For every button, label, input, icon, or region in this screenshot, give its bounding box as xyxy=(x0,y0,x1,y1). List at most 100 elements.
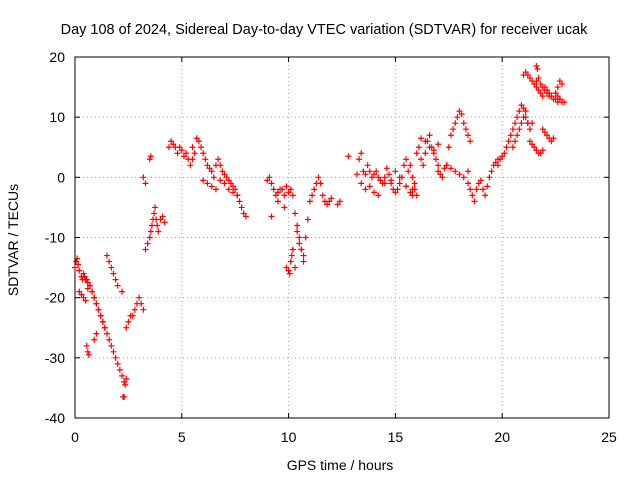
data-point xyxy=(155,228,162,235)
data-point xyxy=(206,165,213,172)
data-point xyxy=(353,171,360,178)
data-point xyxy=(147,153,154,160)
data-point xyxy=(539,147,546,154)
data-point xyxy=(281,204,288,211)
data-point xyxy=(559,81,566,88)
data-point xyxy=(364,162,371,169)
data-point xyxy=(234,192,241,199)
data-point xyxy=(112,354,119,361)
data-point xyxy=(465,132,472,139)
data-point xyxy=(426,144,433,151)
data-point xyxy=(268,180,275,187)
data-point xyxy=(189,144,196,151)
data-point xyxy=(509,144,516,151)
data-point xyxy=(74,255,81,262)
data-point xyxy=(520,114,527,121)
data-point xyxy=(208,168,215,175)
data-point xyxy=(317,180,324,187)
data-point xyxy=(356,156,363,163)
data-point xyxy=(362,171,369,178)
data-point xyxy=(546,93,553,100)
data-point xyxy=(403,183,410,190)
data-point xyxy=(174,150,181,157)
data-point xyxy=(456,171,463,178)
data-point xyxy=(462,126,469,133)
data-point xyxy=(114,360,121,367)
data-point xyxy=(469,192,476,199)
data-point xyxy=(242,213,249,220)
data-point xyxy=(151,210,158,217)
data-point xyxy=(522,108,529,115)
data-point xyxy=(161,219,168,226)
data-point xyxy=(544,132,551,139)
data-point xyxy=(484,183,491,190)
data-point xyxy=(328,195,335,202)
data-point xyxy=(443,162,450,169)
x-tick-label: 0 xyxy=(71,429,79,445)
data-point xyxy=(121,378,128,385)
data-point xyxy=(418,156,425,163)
data-point xyxy=(200,150,207,157)
data-point xyxy=(294,228,301,235)
data-point xyxy=(274,189,281,196)
data-point xyxy=(311,186,318,193)
data-point xyxy=(131,306,138,313)
data-point xyxy=(123,375,130,382)
data-point xyxy=(289,192,296,199)
data-point xyxy=(93,300,100,307)
data-point xyxy=(512,138,519,145)
data-point xyxy=(552,90,559,97)
data-point xyxy=(477,177,484,184)
data-point xyxy=(392,189,399,196)
data-point xyxy=(146,156,153,163)
data-point xyxy=(394,186,401,193)
data-point xyxy=(84,279,91,286)
data-point xyxy=(375,174,382,181)
data-point xyxy=(76,267,83,274)
data-point xyxy=(93,330,100,337)
data-point xyxy=(377,177,384,184)
y-tick-label: -30 xyxy=(45,350,65,366)
data-point xyxy=(315,174,322,181)
data-point xyxy=(533,147,540,154)
data-point xyxy=(482,192,489,199)
x-tick-label: 5 xyxy=(178,429,186,445)
data-point xyxy=(537,150,544,157)
data-point xyxy=(240,210,247,217)
data-point xyxy=(360,168,367,175)
data-point xyxy=(415,144,422,151)
data-point xyxy=(383,165,390,172)
data-point xyxy=(306,198,313,205)
x-tick-label: 10 xyxy=(281,429,297,445)
data-point xyxy=(142,180,149,187)
data-point xyxy=(505,138,512,145)
data-point xyxy=(554,99,561,106)
data-point xyxy=(189,156,196,163)
data-point xyxy=(535,75,542,82)
data-point xyxy=(279,186,286,193)
data-point xyxy=(524,72,531,79)
data-point xyxy=(72,264,78,271)
data-point xyxy=(91,294,98,301)
data-point xyxy=(238,204,245,211)
data-point xyxy=(204,162,211,169)
data-point xyxy=(309,192,316,199)
data-point xyxy=(125,318,132,325)
data-point xyxy=(529,141,536,148)
data-point xyxy=(146,234,153,241)
data-point xyxy=(138,300,145,307)
data-point xyxy=(225,177,232,184)
data-point xyxy=(426,132,433,139)
data-points xyxy=(72,63,568,400)
data-point xyxy=(381,174,388,181)
data-point xyxy=(221,180,228,187)
data-point xyxy=(533,63,540,70)
data-point xyxy=(458,111,465,118)
data-point xyxy=(507,132,514,139)
data-point xyxy=(283,183,290,190)
data-point xyxy=(452,168,459,175)
data-point xyxy=(200,177,207,184)
data-point xyxy=(187,162,194,169)
data-point xyxy=(371,171,378,178)
data-point xyxy=(413,150,420,157)
